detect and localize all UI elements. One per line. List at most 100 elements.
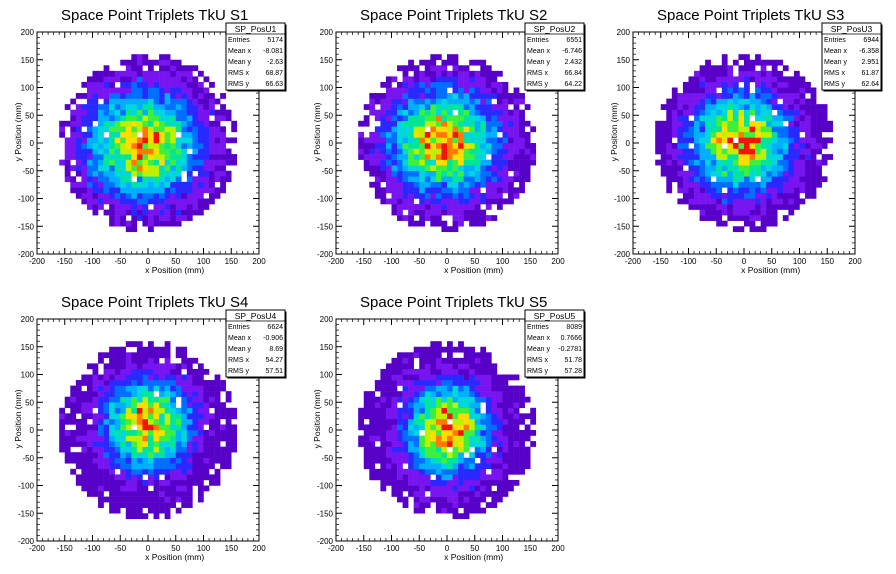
histogram-bin	[513, 468, 520, 475]
histogram-bin	[92, 209, 99, 216]
histogram-bin	[209, 143, 215, 149]
histogram-bin	[159, 143, 165, 149]
histogram-bin	[170, 170, 176, 177]
histogram-bin	[469, 215, 475, 221]
histogram-bin	[125, 496, 132, 503]
histogram-bin	[109, 70, 115, 77]
histogram-bin	[402, 159, 409, 166]
histogram-bin	[148, 496, 154, 503]
histogram-bin	[363, 104, 370, 110]
histogram-bin	[181, 98, 188, 105]
histogram-bin	[816, 120, 822, 127]
histogram-bin	[225, 154, 232, 160]
histogram-bin	[688, 120, 695, 127]
histogram-bin	[458, 413, 464, 420]
histogram-bin	[142, 441, 149, 447]
histogram-bin	[109, 215, 115, 221]
histogram-bin	[682, 87, 689, 94]
histogram-bin	[424, 170, 431, 177]
histogram-bin	[463, 357, 470, 364]
histogram-bin	[469, 70, 475, 77]
histogram-bin	[430, 435, 437, 442]
histogram-bin	[766, 115, 772, 122]
histogram-bin	[153, 396, 160, 403]
histogram-bin	[214, 435, 221, 442]
histogram-bin	[125, 513, 132, 520]
histogram-bin	[197, 407, 204, 414]
histogram-bin	[374, 402, 381, 409]
histogram-bin	[755, 98, 761, 105]
histogram-bin	[197, 402, 204, 409]
histogram-bin	[70, 131, 77, 138]
histogram-bin	[502, 396, 509, 403]
y-tick-label: 200	[320, 315, 334, 324]
histogram-bin	[159, 131, 165, 138]
histogram-bin	[458, 181, 464, 188]
histogram-bin	[810, 126, 817, 133]
histogram-bin	[771, 215, 778, 221]
histogram-bin	[760, 87, 767, 94]
histogram-bin	[385, 396, 392, 403]
histogram-bin	[419, 137, 426, 144]
histogram-bin	[441, 170, 448, 177]
histogram-bin	[142, 181, 149, 188]
histogram-bin	[413, 457, 420, 464]
histogram-bin	[744, 54, 750, 60]
histogram-bin	[777, 143, 784, 149]
histogram-bin	[744, 187, 750, 194]
histogram-bin	[209, 424, 215, 431]
histogram-bin	[810, 109, 817, 116]
histogram-bin	[159, 137, 165, 144]
histogram-bin	[738, 226, 745, 233]
histogram-bin	[513, 413, 520, 420]
histogram-bin	[408, 391, 414, 397]
histogram-bin	[153, 192, 160, 199]
histogram-bin	[98, 435, 104, 442]
histogram-bin	[397, 215, 403, 221]
histogram-bin	[109, 463, 115, 470]
histogram-bin	[502, 435, 509, 442]
histogram-bin	[755, 115, 761, 122]
x-tick-label: -100	[383, 257, 400, 266]
histogram-bin	[59, 407, 65, 414]
histogram-bin	[92, 115, 99, 122]
histogram-bin	[682, 115, 689, 122]
histogram-bin	[369, 424, 376, 431]
histogram-bin	[164, 192, 171, 199]
x-tick-label: -50	[114, 544, 126, 553]
histogram-bin	[705, 198, 711, 205]
histogram-bin	[508, 435, 514, 442]
histogram-bin	[721, 81, 728, 88]
histogram-bin	[480, 391, 487, 397]
histogram-bin	[408, 104, 414, 110]
histogram-bin	[148, 187, 154, 194]
y-tick-label: 50	[621, 111, 630, 120]
histogram-bin	[435, 485, 442, 492]
histogram-bin	[175, 137, 182, 144]
histogram-bin	[474, 352, 481, 359]
histogram-bin	[64, 143, 71, 149]
histogram-bin	[441, 463, 448, 470]
histogram-bin	[380, 104, 387, 110]
histogram-bin	[125, 204, 132, 210]
histogram-bin	[721, 126, 728, 133]
histogram-bin	[103, 65, 110, 72]
histogram-bin	[81, 374, 88, 381]
histogram-bin	[491, 385, 498, 392]
histogram-bin	[86, 413, 93, 420]
histogram-bin	[760, 98, 767, 105]
histogram-bin	[203, 413, 210, 420]
histogram-bin	[181, 463, 188, 470]
histogram-bin	[75, 104, 82, 110]
histogram-bin	[435, 70, 442, 77]
histogram-bin	[136, 98, 143, 105]
histogram-bin	[109, 418, 115, 425]
histogram-bin	[716, 104, 723, 110]
histogram-bin	[164, 148, 171, 155]
histogram-bin	[92, 391, 99, 397]
histogram-bin	[81, 181, 88, 188]
histogram-bin	[452, 81, 459, 88]
histogram-bin	[682, 98, 689, 105]
stats-value: -2.63	[267, 59, 283, 66]
histogram-bin	[209, 81, 215, 88]
